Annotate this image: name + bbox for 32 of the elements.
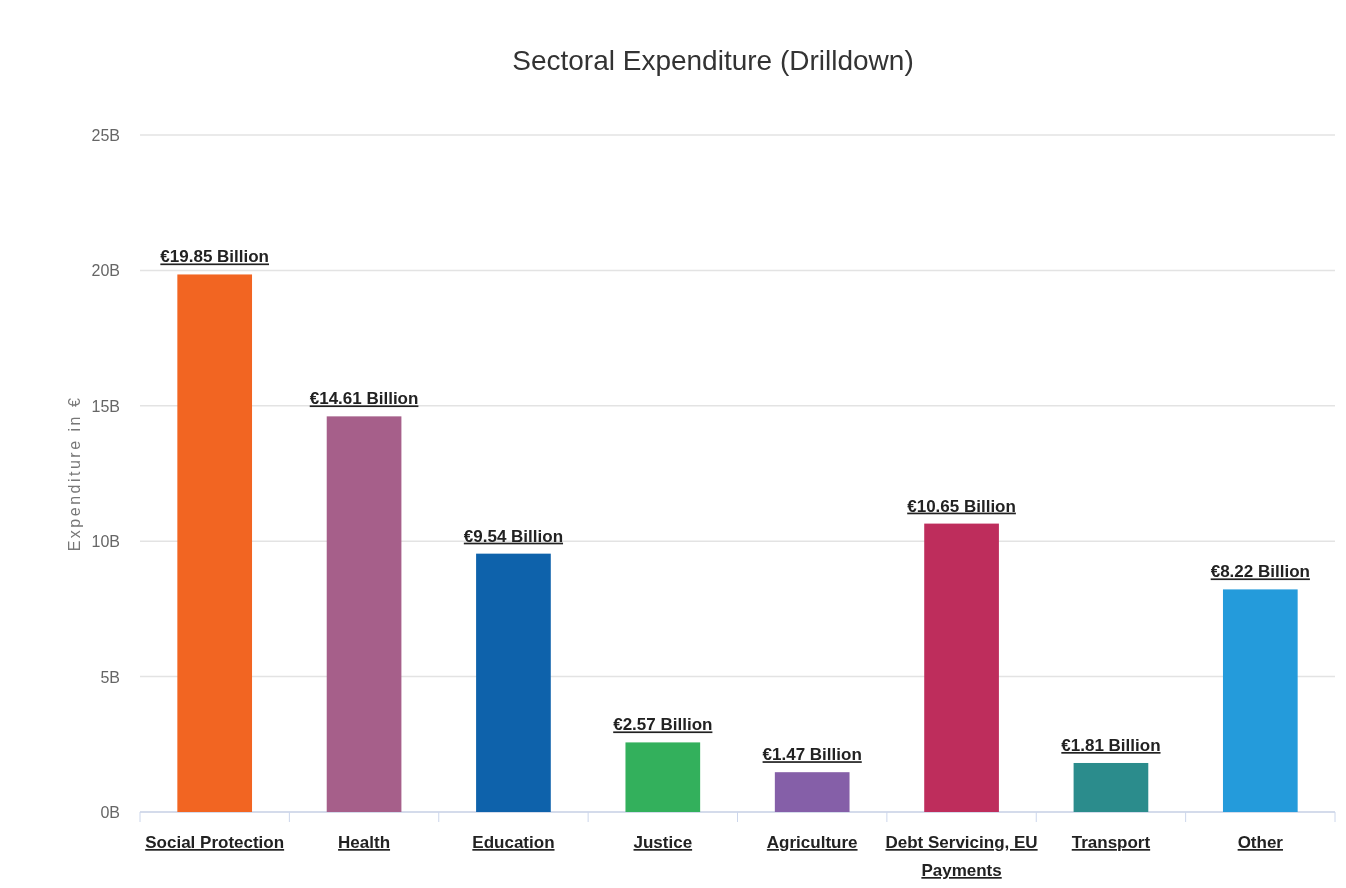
bar: [924, 523, 999, 812]
y-tick-label: 10B: [91, 533, 120, 551]
data-label: €1.47 Billion: [762, 745, 862, 765]
x-tick-label: Debt Servicing, EU Payments: [885, 833, 1038, 880]
bar: [1222, 589, 1298, 812]
x-tick-label: Social Protection: [145, 833, 285, 852]
y-tick-label: 15B: [91, 397, 120, 415]
bar: [326, 416, 402, 812]
data-label: €1.81 Billion: [1061, 735, 1161, 755]
bar: [1073, 762, 1149, 812]
bar: [625, 742, 701, 812]
data-label: €10.65 Billion: [907, 496, 1016, 516]
y-tick-label: 20B: [91, 262, 120, 280]
data-label: €2.57 Billion: [613, 715, 713, 735]
bar: [177, 274, 253, 812]
y-tick-label: 25B: [91, 127, 120, 144]
x-tick-label: Transport: [1071, 833, 1151, 852]
y-axis-title: Expenditure in €: [66, 395, 83, 552]
x-tick-label: Agriculture: [766, 833, 858, 852]
data-label: €19.85 Billion: [160, 247, 270, 267]
y-tick-label: 5B: [100, 668, 120, 686]
bar: [774, 772, 850, 812]
data-label: €8.22 Billion: [1210, 562, 1310, 582]
x-tick-label: Justice: [633, 833, 693, 852]
y-tick-label: 0B: [100, 804, 120, 821]
x-tick-label: Education: [472, 833, 555, 852]
x-tick-label: Health: [338, 833, 391, 852]
bar: [476, 553, 551, 812]
x-tick-label: Other: [1237, 833, 1284, 852]
chart-title: Sectoral Expenditure (Drilldown): [512, 45, 914, 76]
data-label: €14.61 Billion: [309, 389, 419, 409]
data-label: €9.54 Billion: [463, 526, 564, 546]
